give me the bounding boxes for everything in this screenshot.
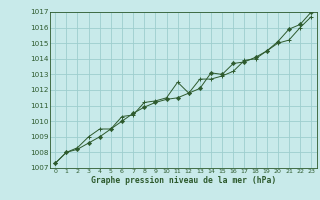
X-axis label: Graphe pression niveau de la mer (hPa): Graphe pression niveau de la mer (hPa): [91, 176, 276, 185]
